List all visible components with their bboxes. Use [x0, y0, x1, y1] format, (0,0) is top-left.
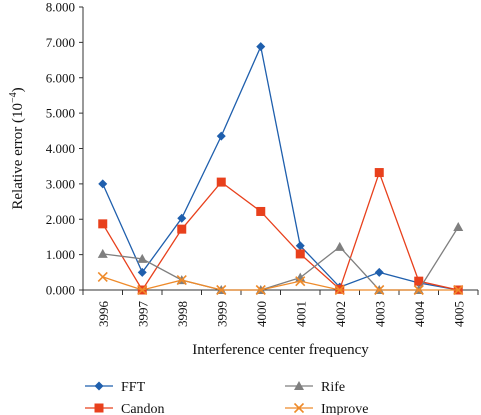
y-tick-label: 8.000 [46, 0, 75, 15]
series-line [102, 44, 459, 291]
data-point [98, 179, 108, 189]
x-tick-label: 4003 [372, 301, 387, 327]
y-axis-title-close: ) [10, 87, 26, 92]
data-point [374, 168, 384, 178]
legend-item-improve: Improve [285, 402, 368, 415]
data-point [97, 248, 108, 258]
legend-marker [294, 381, 304, 390]
x-tick-label: 3998 [175, 301, 190, 327]
data-point [98, 219, 108, 229]
data-point [177, 224, 187, 234]
x-axis-ticks: 3996 3997 3998 3999 4000 4001 4002 4003 4004 4005 [82, 290, 479, 328]
x-tick-label: 4000 [254, 301, 269, 327]
series-layer [97, 42, 464, 296]
legend-item-fft: FFT [85, 380, 146, 395]
legend-label: FFT [121, 380, 146, 395]
data-point [97, 271, 108, 282]
y-tick-label: 4.000 [46, 141, 75, 156]
series-line [102, 276, 459, 291]
y-tick-label: 6.000 [46, 70, 75, 85]
legend-label: Candon [121, 402, 165, 415]
data-point [216, 131, 226, 141]
x-axis-title: Interference center frequency [192, 342, 369, 358]
series-line [102, 170, 459, 292]
legend-item-rife: Rife [285, 380, 345, 395]
data-point [216, 284, 227, 296]
x-tick-label: 4004 [412, 301, 427, 328]
y-tick-label: 5.000 [46, 106, 75, 121]
y-tick-label: 7.000 [46, 35, 75, 50]
y-axis-ticks: 0.000 1.000 2.000 3.000 4.000 5.000 6.000 7.000… [46, 0, 83, 298]
data-point [177, 213, 187, 223]
data-point [413, 284, 424, 296]
data-point [137, 267, 147, 277]
series-line [102, 226, 459, 291]
series-candon [98, 168, 463, 295]
legend-label: Improve [321, 402, 368, 415]
y-tick-label: 3.000 [46, 176, 75, 191]
data-point [414, 276, 424, 286]
data-point [137, 253, 148, 263]
legend-item-candon: Candon [85, 402, 165, 415]
data-point [334, 284, 345, 296]
legend-label: Rife [321, 380, 345, 395]
series-improve [97, 271, 464, 296]
legend-marker [94, 381, 104, 391]
data-point [256, 206, 266, 216]
data-point [255, 284, 266, 296]
data-point [295, 276, 306, 287]
legend: FFT Candon Rife Improve [85, 380, 368, 415]
x-tick-label: 3997 [135, 301, 150, 328]
legend-marker [94, 403, 104, 413]
data-point [295, 249, 305, 259]
data-point [453, 284, 464, 296]
series-fft [98, 42, 463, 295]
x-tick-label: 3996 [96, 301, 111, 328]
data-point [137, 284, 148, 296]
y-tick-label: 2.000 [46, 212, 75, 227]
data-point [176, 275, 187, 286]
y-tick-label: 0.000 [46, 283, 75, 298]
x-tick-label: 4002 [333, 301, 348, 327]
data-point [334, 241, 345, 251]
y-axis-title: Relative error (10−4) [8, 87, 26, 209]
x-tick-label: 4005 [451, 301, 466, 327]
y-axis-title-exponent: −4 [8, 92, 19, 103]
data-point [453, 222, 464, 232]
y-axis-title-text: Relative error (10 [10, 103, 26, 210]
x-tick-label: 3999 [214, 301, 229, 327]
data-point [295, 241, 305, 251]
data-point [216, 177, 226, 187]
x-tick-label: 4001 [293, 301, 308, 327]
data-point [256, 42, 266, 52]
y-tick-label: 1.000 [46, 247, 75, 262]
data-point [374, 267, 384, 277]
data-point [374, 284, 385, 296]
legend-marker [293, 402, 305, 414]
